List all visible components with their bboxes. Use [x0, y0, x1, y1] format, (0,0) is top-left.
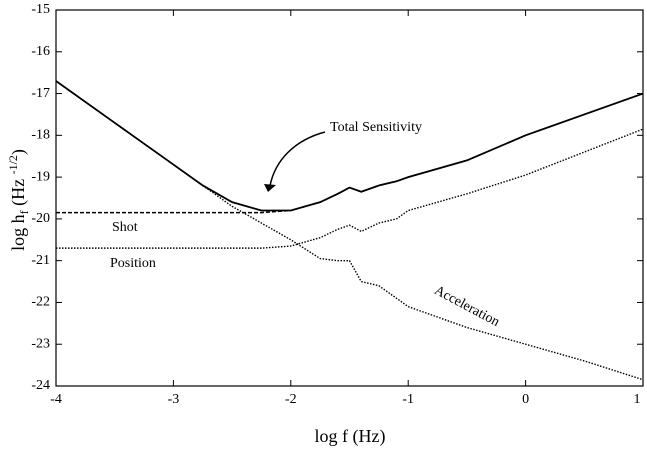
series-line	[56, 92, 644, 214]
annotation-arrow	[269, 131, 326, 187]
y-tick-label: -15	[31, 2, 50, 17]
y-tick-label: -23	[31, 336, 50, 351]
arrow-head	[264, 184, 276, 192]
x-tick-label: 1	[634, 392, 641, 407]
y-tick-label: -20	[31, 211, 50, 226]
x-tick-label: 0	[522, 392, 529, 407]
y-tick-label: -22	[31, 295, 50, 310]
series-line	[56, 128, 644, 249]
x-axis-label: log f (Hz)	[315, 426, 386, 447]
series-annotation: Acceleration	[432, 283, 502, 330]
y-tick-label: -21	[31, 253, 50, 268]
x-tick-label: -1	[402, 392, 414, 407]
y-tick-label: -17	[31, 86, 50, 101]
x-tick-label: -4	[50, 392, 62, 407]
x-tick-label: -2	[285, 392, 297, 407]
y-tick-label: -18	[31, 128, 50, 143]
series-annotation: Position	[110, 256, 156, 271]
x-tick-label: -3	[168, 392, 180, 407]
y-axis-label: log hf (Hz -1/2)	[6, 149, 31, 251]
y-tick-label: -19	[31, 169, 50, 184]
series-line	[55, 80, 644, 212]
plot-frame	[55, 9, 644, 387]
series-annotation: Shot	[112, 220, 138, 235]
series-line	[55, 80, 644, 381]
series-annotation: Total Sensitivity	[330, 120, 422, 135]
y-tick-label: -16	[31, 44, 50, 59]
y-tick-label: -24	[31, 378, 50, 393]
